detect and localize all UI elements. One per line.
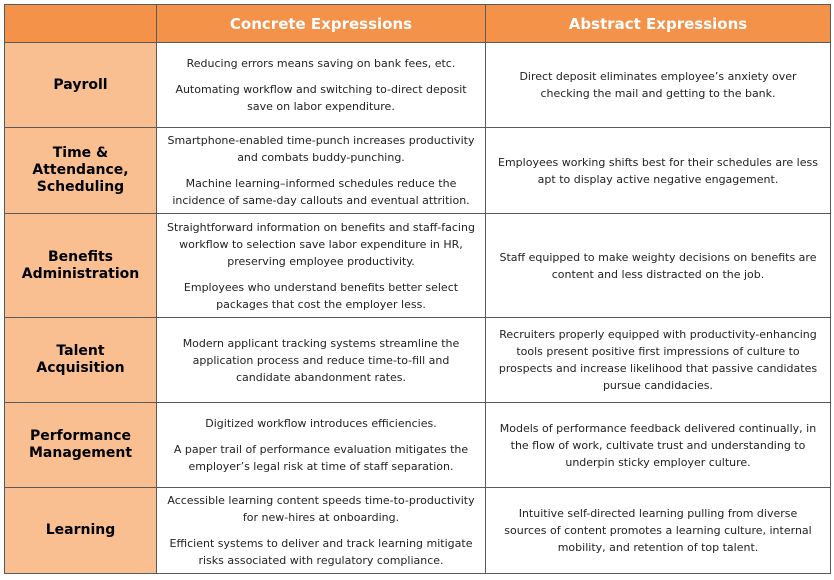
concrete-text: Machine learning–informed schedules redu…	[172, 177, 470, 207]
concrete-text: Automating workflow and switching to-dir…	[175, 83, 467, 113]
row-label: Payroll	[4, 42, 157, 128]
row-label: Talent Acquisition	[4, 317, 157, 403]
abstract-cell: Direct deposit eliminates employee’s anx…	[485, 42, 831, 128]
concrete-cell: Straightforward information on benefits …	[156, 213, 486, 318]
expressions-table-container: Concrete Expressions Abstract Expression…	[4, 4, 831, 574]
concrete-cell: Reducing errors means saving on bank fee…	[156, 42, 486, 128]
row-label: Time & Attendance, Scheduling	[4, 127, 157, 214]
table-row: Performance Management Digitized workflo…	[4, 402, 831, 488]
concrete-text: Smartphone-enabled time-punch increases …	[167, 134, 475, 164]
abstract-text: Recruiters properly equipped with produc…	[498, 328, 818, 392]
concrete-cell: Modern applicant tracking systems stream…	[156, 317, 486, 403]
table-row: Time & Attendance, Scheduling Smartphone…	[4, 127, 831, 214]
row-label: Benefits Administration	[4, 213, 157, 318]
concrete-text: Modern applicant tracking systems stream…	[182, 336, 460, 384]
abstract-cell: Employees working shifts best for their …	[485, 127, 831, 214]
header-concrete-expressions: Concrete Expressions	[156, 4, 486, 43]
table-row: Talent Acquisition Modern applicant trac…	[4, 317, 831, 403]
concrete-text: Reducing errors means saving on bank fee…	[186, 57, 456, 70]
abstract-text: Staff equipped to make weighty decisions…	[499, 250, 817, 281]
concrete-text: Employees who understand benefits better…	[183, 280, 459, 311]
abstract-text: Employees working shifts best for their …	[498, 155, 818, 186]
expressions-table: Concrete Expressions Abstract Expression…	[4, 4, 831, 574]
concrete-cell: Digitized workflow introduces efficienci…	[156, 402, 486, 488]
header-row: Concrete Expressions Abstract Expression…	[4, 4, 831, 43]
concrete-text: Digitized workflow introduces efficienci…	[205, 417, 437, 430]
header-corner-cell	[4, 4, 157, 43]
table-row: Benefits Administration Straightforward …	[4, 213, 831, 318]
concrete-text: Straightforward information on benefits …	[167, 220, 475, 268]
abstract-cell: Recruiters properly equipped with produc…	[485, 317, 831, 403]
abstract-text: Intuitive self-directed learning pulling…	[504, 507, 812, 554]
table-row: Learning Accessible learning content spe…	[4, 487, 831, 574]
abstract-text: Models of performance feedback delivered…	[499, 421, 817, 469]
row-label: Performance Management	[4, 402, 157, 488]
concrete-cell: Accessible learning content speeds time-…	[156, 487, 486, 574]
concrete-text: Efficient systems to deliver and track l…	[169, 537, 473, 567]
abstract-text: Direct deposit eliminates employee’s anx…	[519, 70, 797, 100]
table-row: Payroll Reducing errors means saving on …	[4, 42, 831, 128]
header-abstract-expressions: Abstract Expressions	[485, 4, 831, 43]
concrete-text: A paper trail of performance evaluation …	[173, 443, 469, 473]
row-label: Learning	[4, 487, 157, 574]
abstract-cell: Intuitive self-directed learning pulling…	[485, 487, 831, 574]
concrete-cell: Smartphone-enabled time-punch increases …	[156, 127, 486, 214]
concrete-text: Accessible learning content speeds time-…	[167, 494, 475, 524]
abstract-cell: Staff equipped to make weighty decisions…	[485, 213, 831, 318]
abstract-cell: Models of performance feedback delivered…	[485, 402, 831, 488]
